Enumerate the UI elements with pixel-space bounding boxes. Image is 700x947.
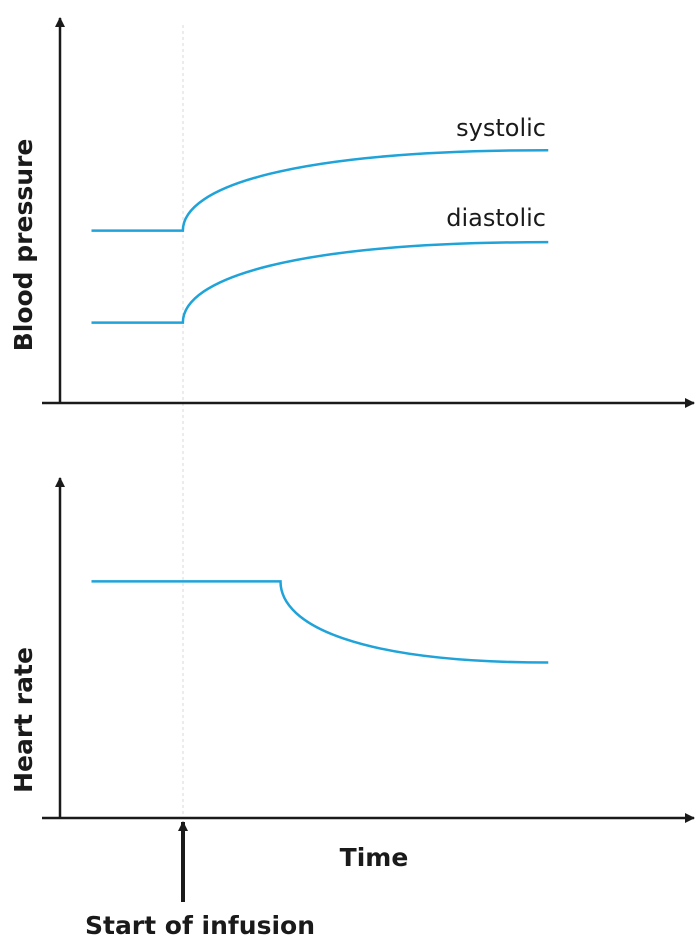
time-x-label: Time [340, 843, 409, 872]
infusion-label: Start of infusion [85, 911, 315, 940]
diastolic-line [91, 240, 549, 324]
hr-y-label: Heart rate [9, 647, 38, 793]
heart-rate-line [91, 580, 549, 664]
systolic-line [91, 148, 549, 232]
diastolic-label: diastolic [446, 204, 546, 232]
systolic-label: systolic [456, 114, 546, 142]
bp-y-label: Blood pressure [9, 139, 38, 352]
